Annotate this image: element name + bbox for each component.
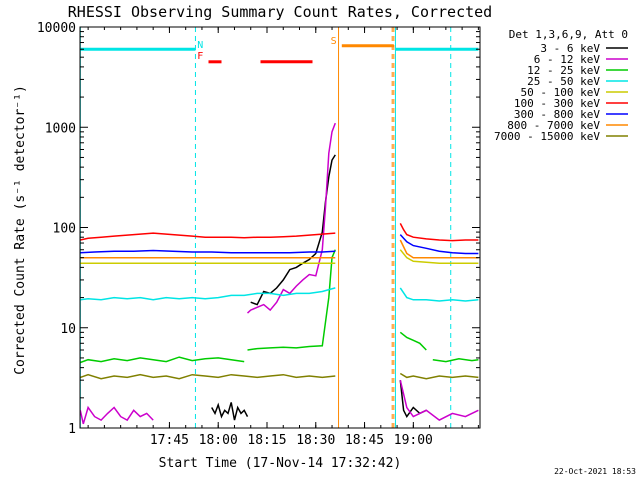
series-line-2-2 bbox=[399, 331, 427, 351]
series-line-5-0 bbox=[80, 232, 336, 241]
marker-letter-s: S bbox=[331, 36, 337, 47]
legend-label-6: 300 - 800 keV bbox=[514, 108, 600, 121]
x-tick-label-5: 19:00 bbox=[394, 433, 433, 448]
legend-label-5: 100 - 300 keV bbox=[514, 97, 600, 110]
x-tick-label-2: 18:15 bbox=[247, 433, 286, 448]
x-axis: 17:45 18:00 18:15 18:30 18:45 19:00 bbox=[87, 27, 479, 448]
x-axis-label: Start Time (17-Nov-14 17:32:42) bbox=[159, 456, 402, 471]
series-line-1-2 bbox=[399, 380, 479, 421]
x-tick-label-4: 18:45 bbox=[345, 433, 384, 448]
series-line-3-0 bbox=[80, 287, 336, 301]
legend-title: Det 1,3,6,9, Att 0 bbox=[509, 28, 628, 41]
series-line-5-1 bbox=[399, 223, 479, 242]
y-tick-label-3: 1000 bbox=[45, 121, 76, 136]
series-line-2-3 bbox=[432, 358, 479, 363]
y-axis: 1 10 100 1000 10000 bbox=[37, 21, 480, 437]
y-tick-label-2: 100 bbox=[53, 222, 76, 237]
y-tick-label-1: 10 bbox=[60, 322, 76, 337]
legend-label-4: 50 - 100 keV bbox=[521, 86, 601, 99]
series-line-7-1 bbox=[399, 239, 479, 259]
footer-timestamp: 22-Oct-2021 18:53 bbox=[554, 467, 636, 476]
y-tick-label-0: 1 bbox=[68, 422, 76, 437]
series-line-2-0 bbox=[80, 356, 245, 364]
plot-content bbox=[80, 27, 479, 428]
y-axis-label: Corrected Count Rate (s⁻¹ detector⁻¹) bbox=[13, 85, 28, 375]
legend-label-7: 800 - 7000 keV bbox=[507, 119, 600, 132]
plot-area: NF S bbox=[80, 27, 479, 428]
series-line-6-1 bbox=[399, 234, 479, 255]
series-line-4-1 bbox=[399, 249, 479, 264]
y-tick-label-4: 10000 bbox=[37, 21, 76, 36]
series-line-6-0 bbox=[80, 249, 336, 254]
series-line-8-1 bbox=[399, 372, 479, 380]
series-line-1-1 bbox=[246, 122, 337, 314]
chart-title: RHESSI Observing Summary Count Rates, Co… bbox=[68, 3, 492, 21]
marker-letter-n: N bbox=[197, 40, 203, 51]
series-line-0-0 bbox=[211, 402, 249, 421]
legend-label-1: 6 - 12 keV bbox=[534, 53, 601, 66]
legend-label-8: 7000 - 15000 keV bbox=[494, 130, 600, 143]
x-tick-label-1: 18:00 bbox=[199, 433, 238, 448]
legend-label-2: 12 - 25 keV bbox=[527, 64, 600, 77]
legend-label-3: 25 - 50 keV bbox=[527, 75, 600, 88]
series-line-8-0 bbox=[80, 373, 336, 380]
legend-label-0: 3 - 6 keV bbox=[540, 42, 600, 55]
series-line-2-1 bbox=[247, 249, 336, 351]
x-tick-label-3: 18:30 bbox=[296, 433, 335, 448]
x-tick-label-0: 17:45 bbox=[150, 433, 189, 448]
series-line-3-1 bbox=[399, 287, 479, 302]
series-line-1-0 bbox=[80, 405, 154, 425]
marker-letter-f: F bbox=[197, 51, 203, 62]
